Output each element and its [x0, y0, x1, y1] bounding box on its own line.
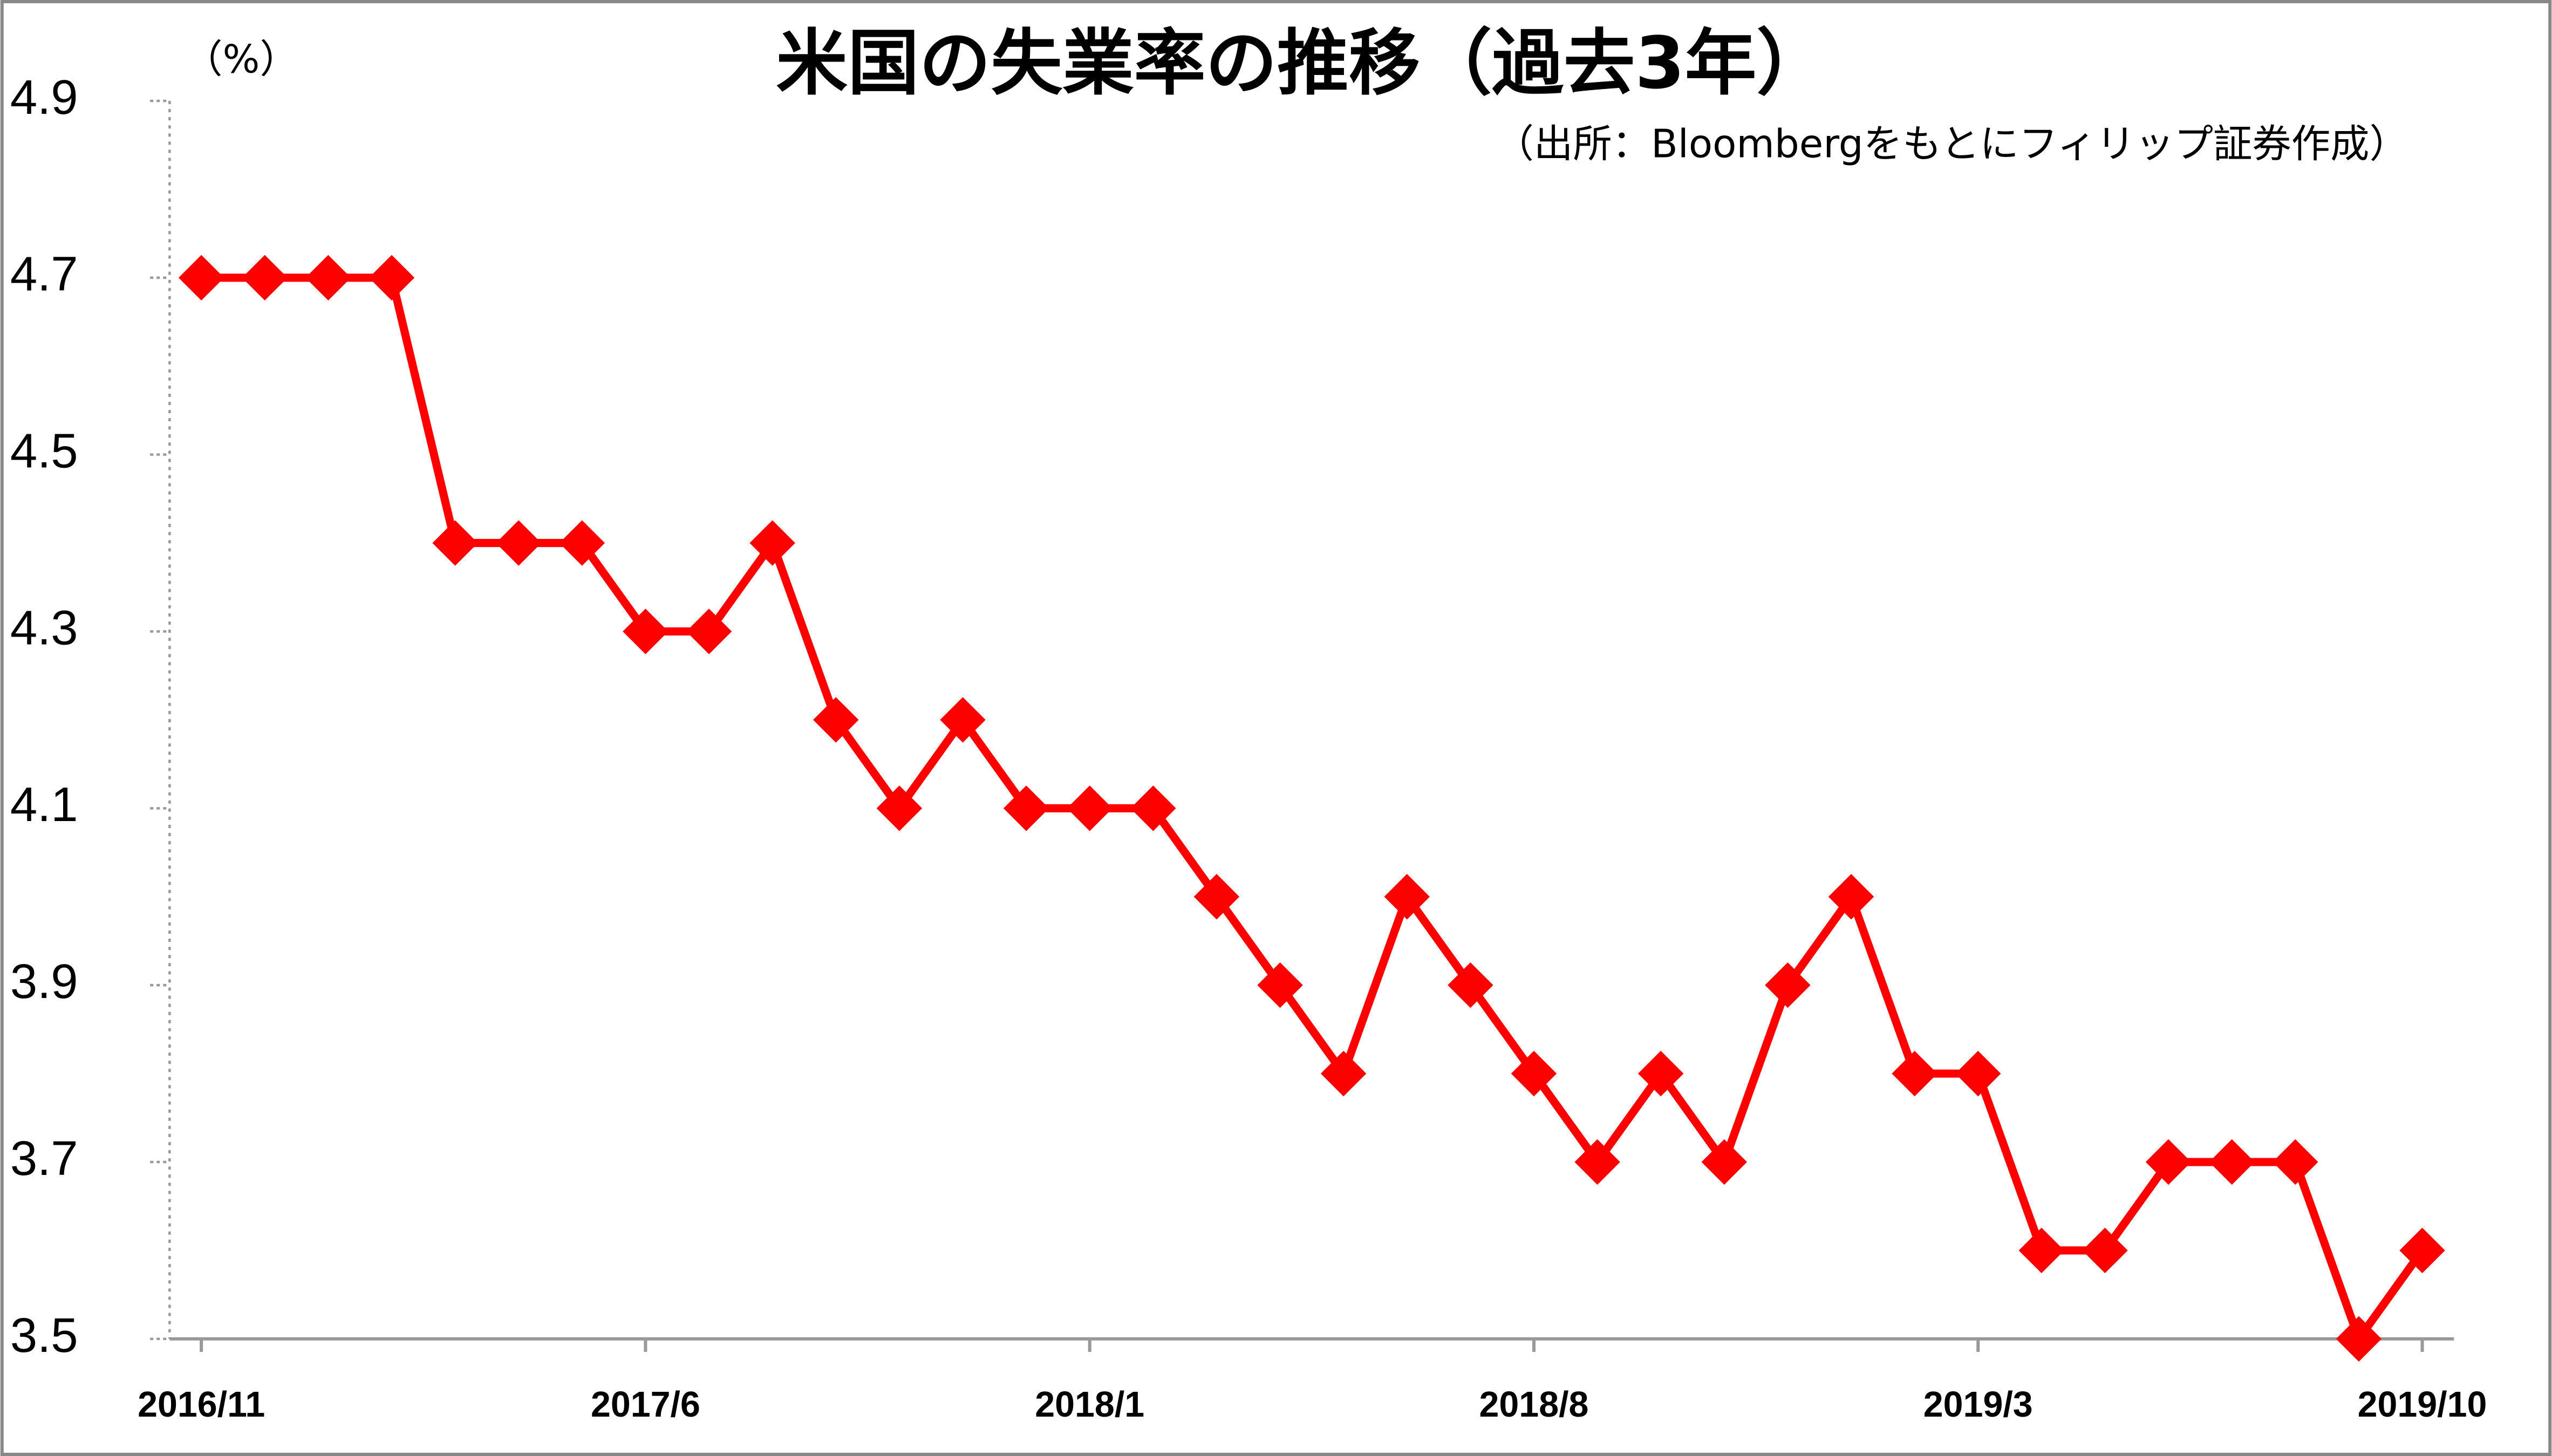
marker	[813, 697, 859, 743]
marker	[2145, 1139, 2192, 1185]
marker	[1193, 874, 1240, 920]
marker	[2082, 1227, 2128, 1274]
x-tick-label: 2018/1	[1035, 1385, 1144, 1425]
marker	[1257, 962, 1303, 1008]
x-tick-label: 2019/10	[2358, 1385, 2487, 1425]
marker	[1067, 785, 1113, 831]
marker	[1003, 785, 1049, 831]
marker	[1955, 1050, 2001, 1097]
marker	[749, 520, 795, 566]
marker	[623, 609, 668, 654]
marker	[876, 785, 923, 831]
marker	[1574, 1139, 1620, 1185]
chart-title: 米国の失業率の推移（過去3年）	[776, 22, 1828, 105]
marker	[1892, 1050, 1937, 1097]
y-tick-label: 3.7	[10, 1131, 78, 1186]
marker	[1765, 962, 1811, 1008]
marker	[432, 520, 478, 566]
marker	[495, 520, 542, 566]
marker	[559, 520, 605, 566]
marker	[1384, 874, 1430, 920]
x-tick-label: 2017/6	[591, 1385, 700, 1425]
x-tick-label: 2019/3	[1923, 1385, 2033, 1425]
marker	[1130, 785, 1176, 831]
marker	[686, 609, 732, 654]
y-axis-unit: （%）	[183, 37, 298, 83]
y-tick-label: 3.5	[10, 1308, 78, 1363]
marker	[1701, 1139, 1748, 1185]
y-tick-label: 4.1	[10, 777, 78, 832]
marker	[2018, 1227, 2065, 1274]
x-tick-label: 2016/11	[138, 1385, 265, 1425]
y-tick-label: 3.9	[10, 954, 78, 1009]
marker	[305, 255, 351, 301]
marker	[242, 255, 288, 301]
x-tick-label: 2018/8	[1479, 1385, 1589, 1425]
marker	[1448, 962, 1493, 1008]
y-tick-label: 4.5	[10, 424, 78, 479]
marker	[940, 697, 986, 743]
marker	[2273, 1139, 2318, 1185]
y-tick-label: 4.7	[10, 247, 78, 302]
marker	[369, 255, 415, 301]
y-tick-label: 4.3	[10, 600, 78, 655]
chart-subtitle: （出所：Bloombergをもとにフィリップ証券作成）	[1495, 121, 2408, 167]
y-tick-label: 4.9	[10, 70, 78, 125]
marker	[178, 255, 224, 301]
